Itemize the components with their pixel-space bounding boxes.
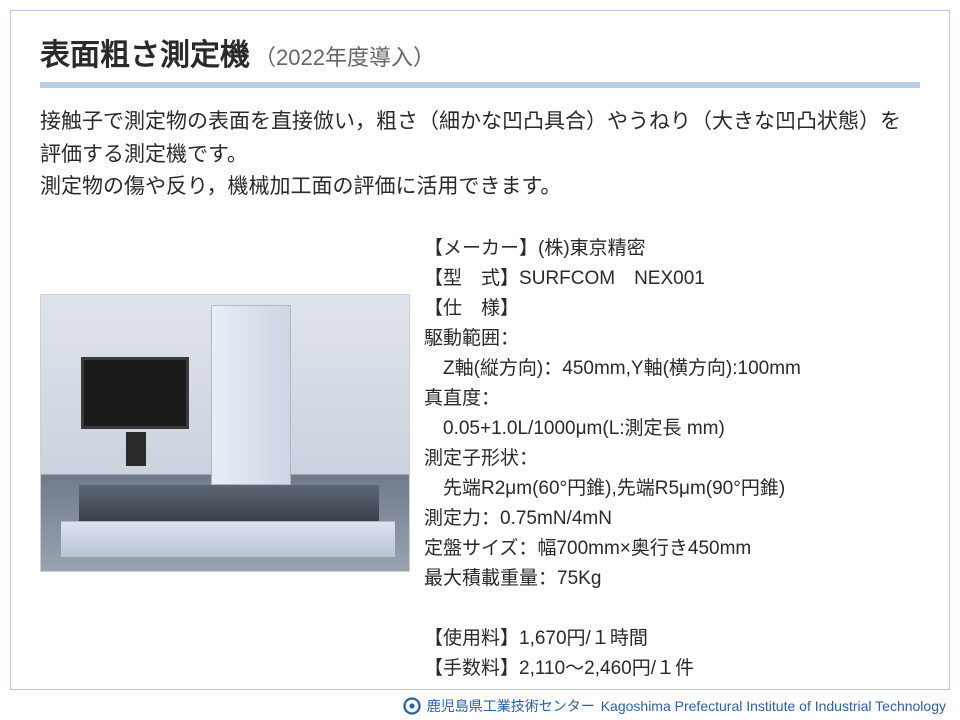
- title-row: 表面粗さ測定機 （2022年度導入）: [40, 30, 920, 74]
- spec-drive-label: 駆動範囲：: [424, 324, 920, 354]
- spec-straightness-value: 0.05+1.0L/1000μm(L:測定長 mm): [424, 414, 920, 444]
- description-line1: 接触子で測定物の表面を直接倣い，粗さ（細かな凹凸具合）やうねり（大きな凹凸状態）…: [40, 110, 901, 166]
- body-row: 【メーカー】(株)東京精密 【型 式】SURFCOM NEX001 【仕 様】 …: [40, 234, 920, 684]
- spec-maker: 【メーカー】(株)東京精密: [424, 234, 920, 264]
- spec-plate: 定盤サイズ：幅700mm×奥行き450mm: [424, 534, 920, 564]
- footer-org-jp: 鹿児島県工業技術センター: [427, 696, 595, 716]
- equipment-photo: [40, 294, 410, 572]
- spec-stylus-label: 測定子形状：: [424, 444, 920, 474]
- spec-fee-service: 【手数料】2,110～2,460円/１件: [424, 654, 920, 684]
- accent-bar: [40, 82, 920, 88]
- logo-icon: [403, 697, 421, 715]
- spec-force: 測定力：0.75mN/4mN: [424, 504, 920, 534]
- spec-drive-value: Z軸(縦方向)：450mm,Y軸(横方向):100mm: [424, 354, 920, 384]
- description-line2: 測定物の傷や反り，機械加工面の評価に活用できます。: [40, 175, 561, 198]
- spec-model: 【型 式】SURFCOM NEX001: [424, 264, 920, 294]
- spec-block: 【メーカー】(株)東京精密 【型 式】SURFCOM NEX001 【仕 様】 …: [424, 234, 920, 684]
- spec-heading: 【仕 様】: [424, 294, 920, 324]
- spec-stylus-value: 先端R2μm(60°円錐),先端R5μm(90°円錐): [424, 474, 920, 504]
- page-subtitle: （2022年度導入）: [254, 40, 435, 72]
- footer-org-en: Kagoshima Prefectural Institute of Indus…: [601, 698, 946, 714]
- page-title: 表面粗さ測定機: [40, 30, 250, 74]
- description: 接触子で測定物の表面を直接倣い，粗さ（細かな凹凸具合）やうねり（大きな凹凸状態）…: [40, 106, 920, 204]
- spec-fee-usage: 【使用料】1,670円/１時間: [424, 624, 920, 654]
- spec-straightness-label: 真直度：: [424, 384, 920, 414]
- spec-maxload: 最大積載重量：75Kg: [424, 564, 920, 594]
- footer: 鹿児島県工業技術センター Kagoshima Prefectural Insti…: [403, 696, 946, 716]
- content-area: 表面粗さ測定機 （2022年度導入） 接触子で測定物の表面を直接倣い，粗さ（細か…: [10, 10, 950, 690]
